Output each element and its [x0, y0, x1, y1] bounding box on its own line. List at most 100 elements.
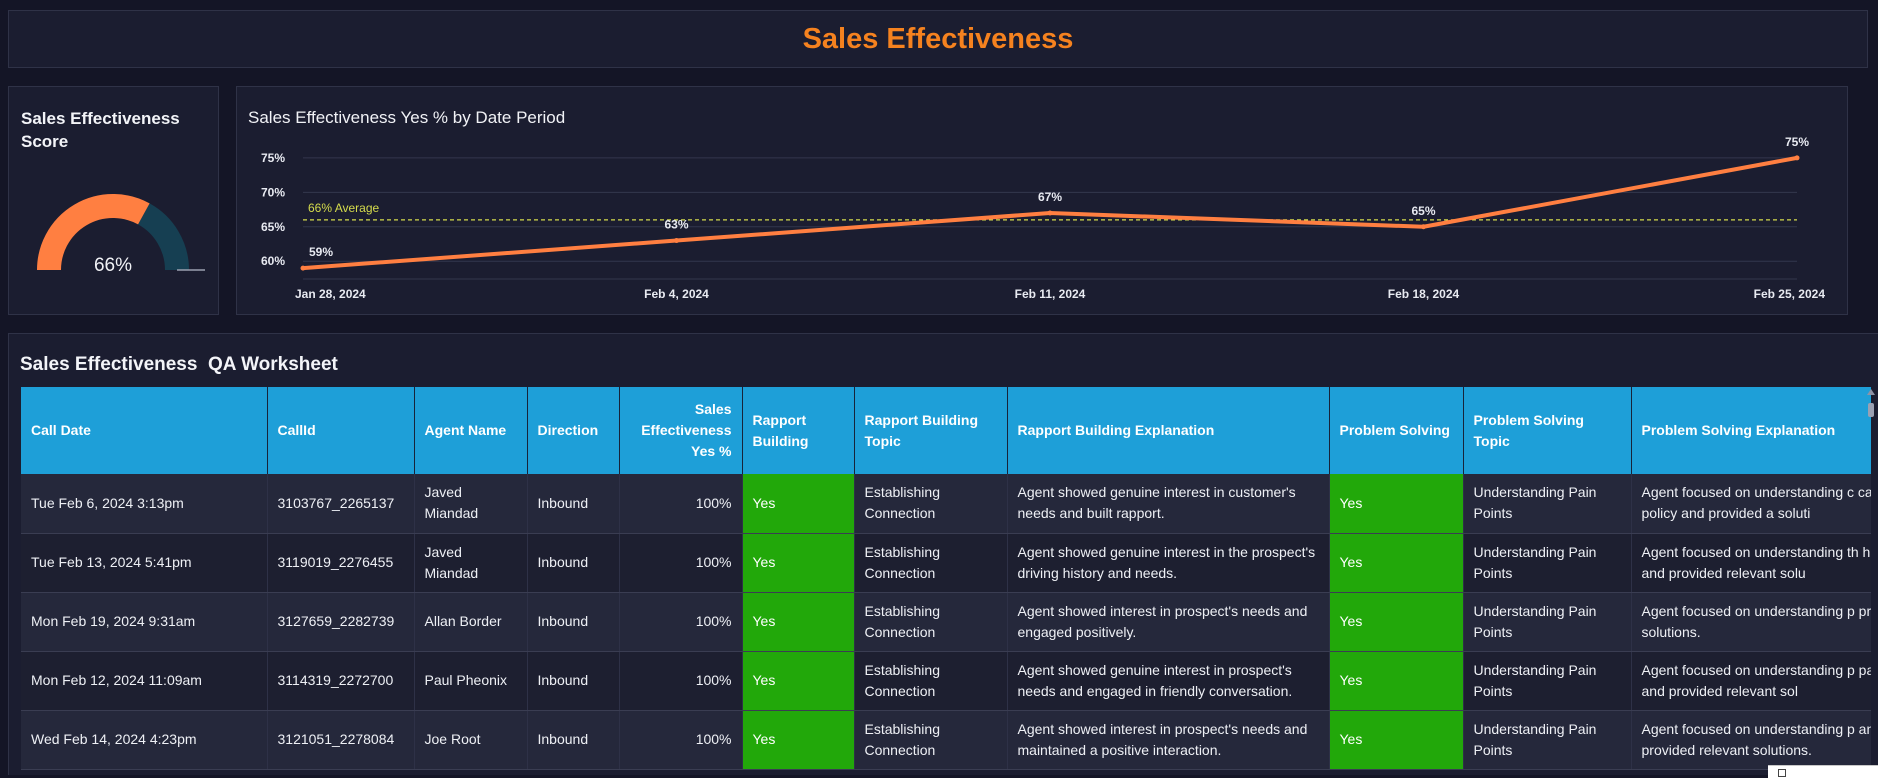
cell-rapport-building: Yes: [742, 474, 855, 534]
x-tick-label: Feb 18, 2024: [1388, 287, 1460, 301]
worksheet-table: Call Date CallId Agent Name Direction Sa…: [21, 387, 1871, 770]
col-header-direction[interactable]: Direction: [527, 387, 620, 474]
cell-call-id: 3103767_2265137: [267, 474, 415, 534]
cell-call-id: 3127659_2282739: [267, 592, 415, 652]
col-header-problem-solving[interactable]: Problem Solving: [1329, 387, 1464, 474]
cell-agent-name: Javed Miandad: [414, 533, 528, 593]
cell-rapport-building-topic: Establishing Connection: [854, 710, 1008, 770]
cell-problem-solving-topic: Understanding Pain Points: [1463, 533, 1632, 593]
x-tick-label: Feb 4, 2024: [644, 287, 709, 301]
chart-title: Sales Effectiveness Yes % by Date Period: [248, 108, 566, 127]
cell-rapport-building: Yes: [742, 651, 855, 711]
cell-direction: Inbound: [527, 710, 620, 770]
cell-problem-solving: Yes: [1329, 592, 1464, 652]
data-point: [1047, 210, 1053, 216]
y-tick-label: 60%: [261, 254, 285, 268]
cell-sales-effectiveness: 100%: [619, 474, 743, 534]
checkbox-icon: [1778, 769, 1786, 777]
cell-problem-solving: Yes: [1329, 474, 1464, 534]
x-tick-label: Feb 11, 2024: [1015, 287, 1086, 301]
data-label: 65%: [1411, 204, 1435, 218]
cell-rapport-building-explanation: Agent showed genuine interest in the pro…: [1007, 533, 1330, 593]
cell-problem-solving-explanation: Agent focused on understanding p and pro…: [1631, 710, 1871, 770]
cell-direction: Inbound: [527, 592, 620, 652]
cell-rapport-building-explanation: Agent showed genuine interest in custome…: [1007, 474, 1330, 534]
data-point: [1421, 224, 1426, 230]
cell-rapport-building: Yes: [742, 710, 855, 770]
table-row[interactable]: Wed Feb 14, 2024 4:23pm 3121051_2278084 …: [21, 710, 1871, 770]
cell-call-id: 3114319_2272700: [267, 651, 415, 711]
data-point: [674, 238, 679, 244]
cell-direction: Inbound: [527, 533, 620, 593]
overlay-corner-widget: [1768, 765, 1878, 778]
gauge-value-label: 66%: [94, 255, 132, 276]
scrollbar-thumb[interactable]: [1868, 403, 1874, 417]
cell-call-date: Mon Feb 19, 2024 9:31am: [21, 592, 268, 652]
table-row[interactable]: Mon Feb 12, 2024 11:09am 3114319_2272700…: [21, 651, 1871, 711]
col-header-rapport-building-topic[interactable]: Rapport Building Topic: [854, 387, 1008, 474]
cell-problem-solving: Yes: [1329, 710, 1464, 770]
y-tick-label: 65%: [261, 220, 285, 234]
worksheet-table-container[interactable]: Call Date CallId Agent Name Direction Sa…: [21, 387, 1871, 776]
cell-rapport-building: Yes: [742, 533, 855, 593]
col-header-call-date[interactable]: Call Date: [21, 387, 268, 474]
data-label: 75%: [1785, 135, 1809, 149]
dashboard-title: Sales Effectiveness: [802, 22, 1074, 55]
average-reference-label: 66% Average: [308, 201, 379, 215]
cell-direction: Inbound: [527, 474, 620, 534]
cell-rapport-building-topic: Establishing Connection: [854, 651, 1008, 711]
cell-agent-name: Joe Root: [414, 710, 528, 770]
data-label: 67%: [1038, 190, 1062, 204]
gauge-fill: [37, 194, 150, 271]
table-vertical-scrollbar[interactable]: [1866, 389, 1878, 776]
table-row[interactable]: Mon Feb 19, 2024 9:31am 3127659_2282739 …: [21, 592, 1871, 652]
data-label: 59%: [309, 245, 333, 259]
col-header-agent-name[interactable]: Agent Name: [414, 387, 528, 474]
cell-call-id: 3121051_2278084: [267, 710, 415, 770]
y-tick-label: 70%: [261, 185, 285, 199]
col-header-problem-solving-explanation[interactable]: Problem Solving Explanation: [1631, 387, 1871, 474]
scroll-up-arrow-icon[interactable]: [1867, 389, 1875, 395]
x-tick-label: Jan 28, 2024: [295, 287, 366, 301]
col-header-call-id[interactable]: CallId: [267, 387, 415, 474]
cell-call-date: Tue Feb 13, 2024 5:41pm: [21, 533, 268, 593]
cell-sales-effectiveness: 100%: [619, 533, 743, 593]
cell-problem-solving-explanation: Agent focused on understanding th histor…: [1631, 533, 1871, 593]
cell-rapport-building-explanation: Agent showed interest in prospect's need…: [1007, 710, 1330, 770]
cell-rapport-building-topic: Establishing Connection: [854, 592, 1008, 652]
cell-rapport-building: Yes: [742, 592, 855, 652]
col-header-problem-solving-topic[interactable]: Problem Solving Topic: [1463, 387, 1632, 474]
data-point: [1794, 155, 1800, 161]
cell-call-id: 3119019_2276455: [267, 533, 415, 593]
cell-agent-name: Javed Miandad: [414, 474, 528, 534]
cell-direction: Inbound: [527, 651, 620, 711]
cell-problem-solving-topic: Understanding Pain Points: [1463, 474, 1632, 534]
cell-problem-solving-explanation: Agent focused on understanding c cancel …: [1631, 474, 1871, 534]
table-row[interactable]: Tue Feb 13, 2024 5:41pm 3119019_2276455 …: [21, 533, 1871, 593]
cell-problem-solving-explanation: Agent focused on understanding p payment…: [1631, 651, 1871, 711]
cell-rapport-building-explanation: Agent showed interest in prospect's need…: [1007, 592, 1330, 652]
table-header-row: Call Date CallId Agent Name Direction Sa…: [21, 387, 1871, 474]
worksheet-panel: Sales Effectiveness QA Worksheet Call Da…: [8, 333, 1878, 775]
gauge-chart: 66%: [37, 194, 205, 276]
cell-problem-solving-topic: Understanding Pain Points: [1463, 710, 1632, 770]
cell-call-date: Wed Feb 14, 2024 4:23pm: [21, 710, 268, 770]
col-header-rapport-building[interactable]: Rapport Building: [742, 387, 855, 474]
worksheet-title: Sales Effectiveness QA Worksheet: [20, 354, 338, 375]
cell-sales-effectiveness: 100%: [619, 651, 743, 711]
cell-problem-solving-topic: Understanding Pain Points: [1463, 651, 1632, 711]
cell-problem-solving: Yes: [1329, 533, 1464, 593]
title-panel: Sales Effectiveness: [8, 10, 1868, 68]
col-header-sales-effectiveness[interactable]: Sales Effectiveness Yes %: [619, 387, 743, 474]
cell-rapport-building-topic: Establishing Connection: [854, 474, 1008, 534]
gauge-track: [137, 203, 189, 271]
cell-call-date: Tue Feb 6, 2024 3:13pm: [21, 474, 268, 534]
data-point: [300, 265, 306, 271]
col-header-rapport-building-explanation[interactable]: Rapport Building Explanation: [1007, 387, 1330, 474]
line-chart: 60% 65% 70% 75% 66% Average 59% Jan 28, 2024 63…: [261, 135, 1825, 301]
score-panel: Sales Effectiveness Score 66%: [8, 86, 219, 315]
table-row[interactable]: Tue Feb 6, 2024 3:13pm 3103767_2265137 J…: [21, 474, 1871, 534]
cell-rapport-building-explanation: Agent showed genuine interest in prospec…: [1007, 651, 1330, 711]
cell-call-date: Mon Feb 12, 2024 11:09am: [21, 651, 268, 711]
cell-problem-solving: Yes: [1329, 651, 1464, 711]
